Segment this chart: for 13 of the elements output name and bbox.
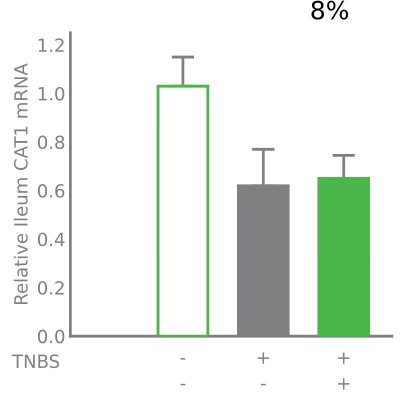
y-tick-label: 1.0	[38, 86, 64, 101]
y-tick-label: 0.8	[38, 135, 64, 150]
y-tick-label: 0.4	[38, 232, 64, 246]
x-tick-label: + +	[338, 352, 350, 390]
y-axis-title: Relative Ileum CAT1 mRNA	[14, 63, 28, 304]
text: 8%	[312, 0, 348, 20]
category-label: - -	[180, 358, 186, 386]
y-tick-label: 0.2	[38, 281, 64, 295]
text: TNBS	[12, 354, 60, 368]
y-tick-label: 1.2	[38, 38, 64, 52]
y-tick-label: 0.6	[38, 184, 64, 198]
x-tick-label: + -	[258, 352, 269, 386]
y-tick-label: 0.0	[38, 330, 64, 344]
